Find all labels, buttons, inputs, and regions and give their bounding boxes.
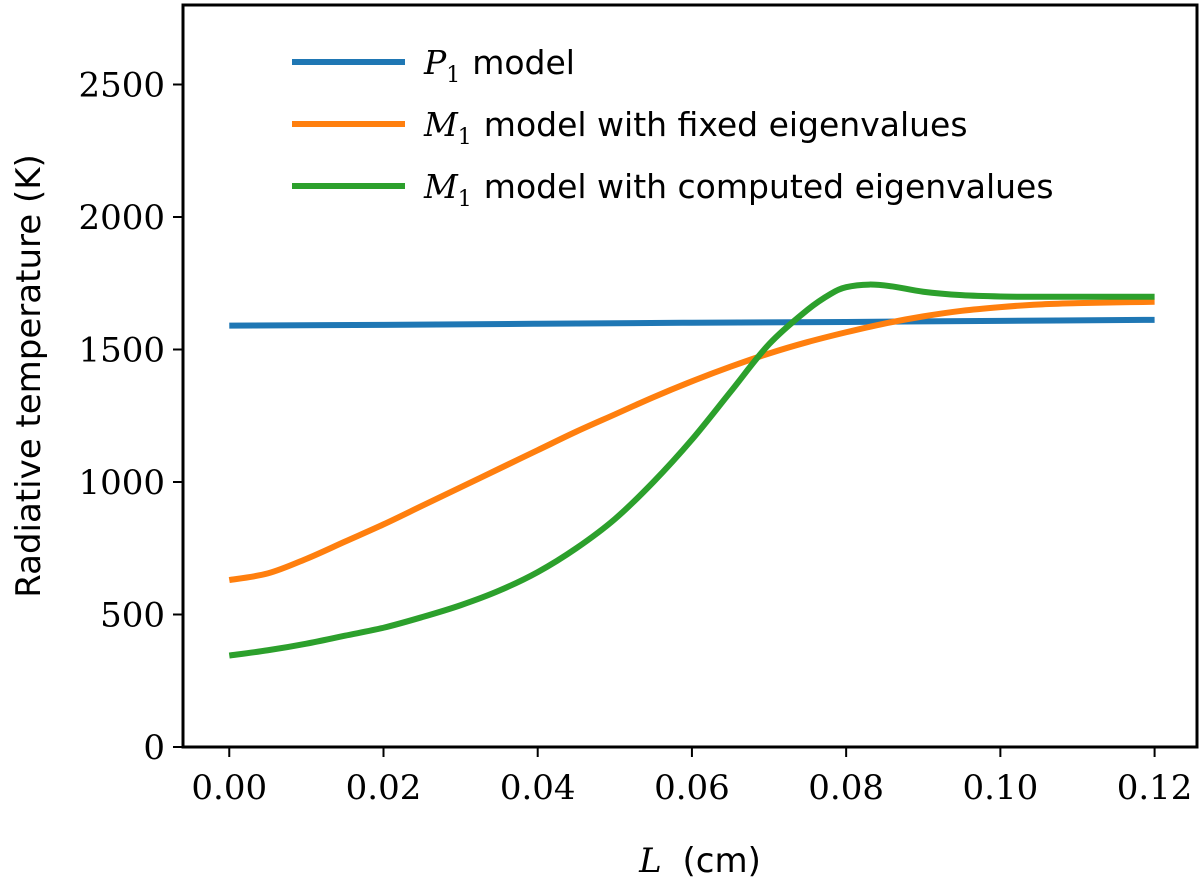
x-tick-label: 0.10 — [963, 768, 1039, 808]
x-axis-unit: (cm) — [683, 841, 761, 881]
x-tick-label: 0.06 — [654, 768, 730, 808]
y-tick-label: 1000 — [78, 463, 165, 503]
legend-symbol-m1-fixed: M — [423, 105, 459, 144]
series-line-m1-computed — [228, 281, 1155, 659]
legend-text-m1-fixed: model with fixed eigenvalues — [484, 105, 968, 144]
y-tick-label: 2000 — [78, 198, 165, 238]
x-axis-ticks: 0.00 0.02 0.04 0.06 0.08 0.10 0.12 — [191, 747, 1192, 808]
series-line-p1 — [229, 316, 1155, 329]
x-tick-label: 0.04 — [500, 768, 576, 808]
y-axis-title: Radiative temperature (K) — [9, 154, 49, 598]
x-axis-title: L (cm) — [638, 841, 761, 881]
legend-sub-p1: 1 — [446, 63, 460, 88]
legend-symbol-p1: P — [423, 43, 447, 82]
legend-sub-m1-computed: 1 — [458, 187, 472, 212]
series-line-m1-fixed — [228, 298, 1155, 584]
legend-label-p1: P1 model — [423, 43, 575, 88]
plot-frame — [181, 3, 1199, 749]
x-tick-label: 0.00 — [191, 768, 267, 808]
legend-label-m1-fixed: M1 model with fixed eigenvalues — [423, 105, 968, 150]
x-tick-label: 0.08 — [808, 768, 884, 808]
legend-text-m1-computed: model with computed eigenvalues — [484, 167, 1054, 206]
x-tick-label: 0.02 — [346, 768, 422, 808]
y-axis-ticks: 0 500 1000 1500 2000 2500 — [78, 66, 183, 768]
y-tick-label: 1500 — [78, 331, 165, 371]
y-tick-label: 500 — [100, 596, 165, 636]
series-layer — [228, 281, 1155, 659]
x-tick-label: 0.12 — [1117, 768, 1193, 808]
y-tick-label: 0 — [143, 728, 165, 768]
legend-label-m1-computed: M1 model with computed eigenvalues — [423, 167, 1054, 212]
legend-text-p1: model — [472, 43, 575, 82]
x-axis-symbol: L — [638, 841, 662, 881]
legend-sub-m1-fixed: 1 — [458, 125, 472, 150]
legend-symbol-m1-computed: M — [423, 167, 459, 206]
y-tick-label: 2500 — [78, 66, 165, 106]
legend: P1 model M1 model with fixed eigenvalues M… — [292, 43, 1054, 212]
